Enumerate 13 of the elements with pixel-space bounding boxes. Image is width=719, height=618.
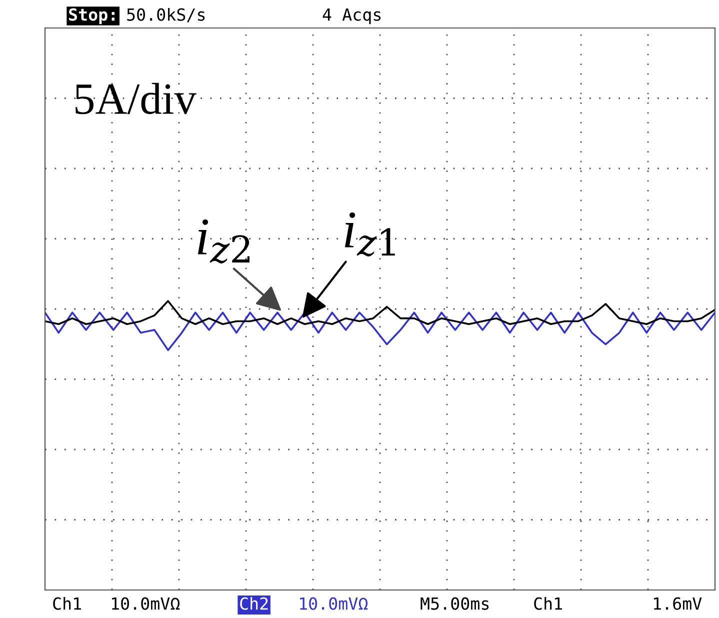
text: M5.00ms xyxy=(420,597,489,610)
text: i$_{z1}$ xyxy=(344,212,395,256)
text: 5A/div xyxy=(76,82,196,114)
text: 10.0mVΩ xyxy=(112,597,180,610)
text: i$_{z2}$ xyxy=(198,219,250,264)
text: Stop: xyxy=(69,8,114,24)
text: 10.0mVΩ xyxy=(300,597,368,610)
text: Ch2 xyxy=(240,596,268,610)
text: 1.6mV xyxy=(654,597,702,610)
text: 50.0kS/s xyxy=(127,8,205,22)
text: Ch1 xyxy=(534,596,562,610)
text: 4 Acqs xyxy=(322,8,381,24)
text: Ch1 xyxy=(53,596,81,610)
